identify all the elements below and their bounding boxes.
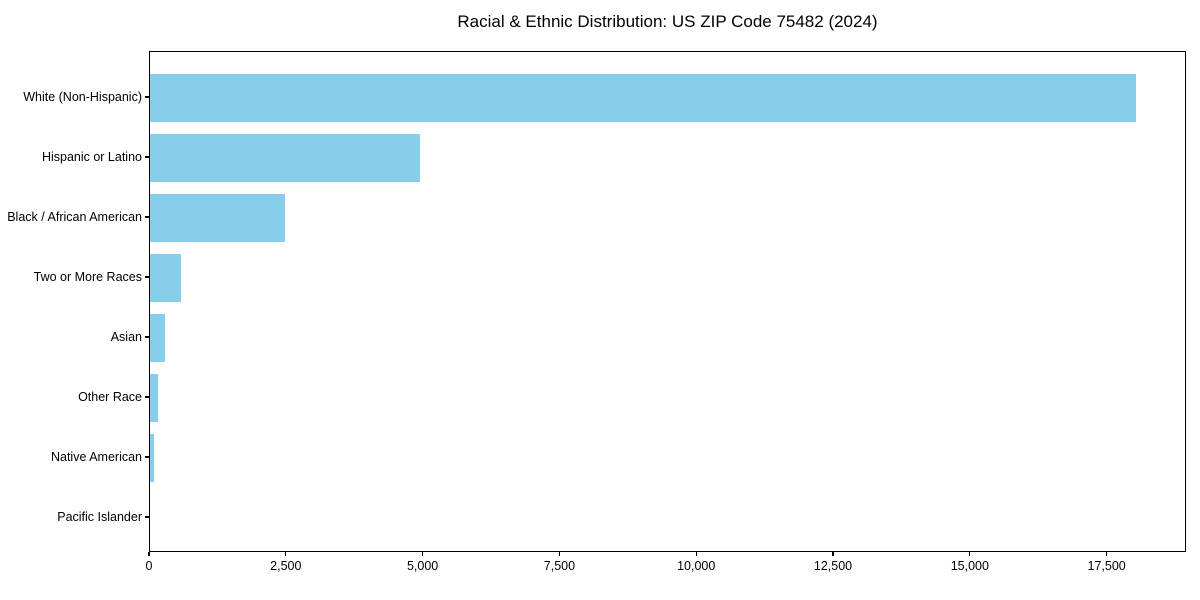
bar-category-4 — [150, 314, 166, 362]
y-tick-mark — [145, 156, 149, 158]
x-tick-mark — [558, 552, 560, 556]
x-tick-label: 0 — [145, 559, 153, 573]
x-tick-mark — [148, 552, 150, 556]
y-tick-label: Native American — [50, 450, 142, 464]
x-tick-label: 12,500 — [813, 559, 853, 573]
x-tick-mark — [1106, 552, 1108, 556]
x-tick-label: 10,000 — [677, 559, 716, 573]
x-tick-mark — [969, 552, 971, 556]
y-tick-label: Other Race — [78, 390, 142, 404]
y-tick-label: Asian — [110, 330, 142, 344]
x-tick-label: 2,500 — [270, 559, 302, 573]
chart-title: Racial & Ethnic Distribution: US ZIP Cod… — [457, 12, 878, 31]
y-tick-mark — [145, 96, 149, 98]
y-tick-mark — [145, 276, 149, 278]
x-tick-mark — [285, 552, 287, 556]
x-tick-label: 7,500 — [543, 559, 576, 573]
bar-category-1 — [150, 134, 421, 182]
y-tick-label: Hispanic or Latino — [41, 150, 142, 164]
y-tick-mark — [145, 336, 149, 338]
x-tick-label: 5,000 — [406, 559, 439, 573]
y-tick-label: Two or More Races — [33, 270, 142, 284]
y-tick-mark — [145, 516, 149, 518]
x-tick-label: 15,000 — [950, 559, 989, 573]
y-tick-label: White (Non-Hispanic) — [23, 90, 142, 104]
x-tick-mark — [832, 552, 834, 556]
bar-category-2 — [150, 194, 286, 242]
y-tick-label: Pacific Islander — [57, 510, 142, 524]
bar-category-5 — [150, 374, 158, 422]
x-tick-mark — [422, 552, 424, 556]
x-tick-label: 17,500 — [1087, 559, 1126, 573]
y-tick-mark — [145, 456, 149, 458]
x-tick-mark — [695, 552, 697, 556]
plot-area — [149, 51, 1186, 552]
y-tick-mark — [145, 216, 149, 218]
bar-category-0 — [150, 74, 1137, 122]
y-tick-mark — [145, 396, 149, 398]
y-tick-label: Black / African American — [7, 210, 142, 224]
bar-category-3 — [150, 254, 181, 302]
bar-category-6 — [150, 434, 155, 482]
